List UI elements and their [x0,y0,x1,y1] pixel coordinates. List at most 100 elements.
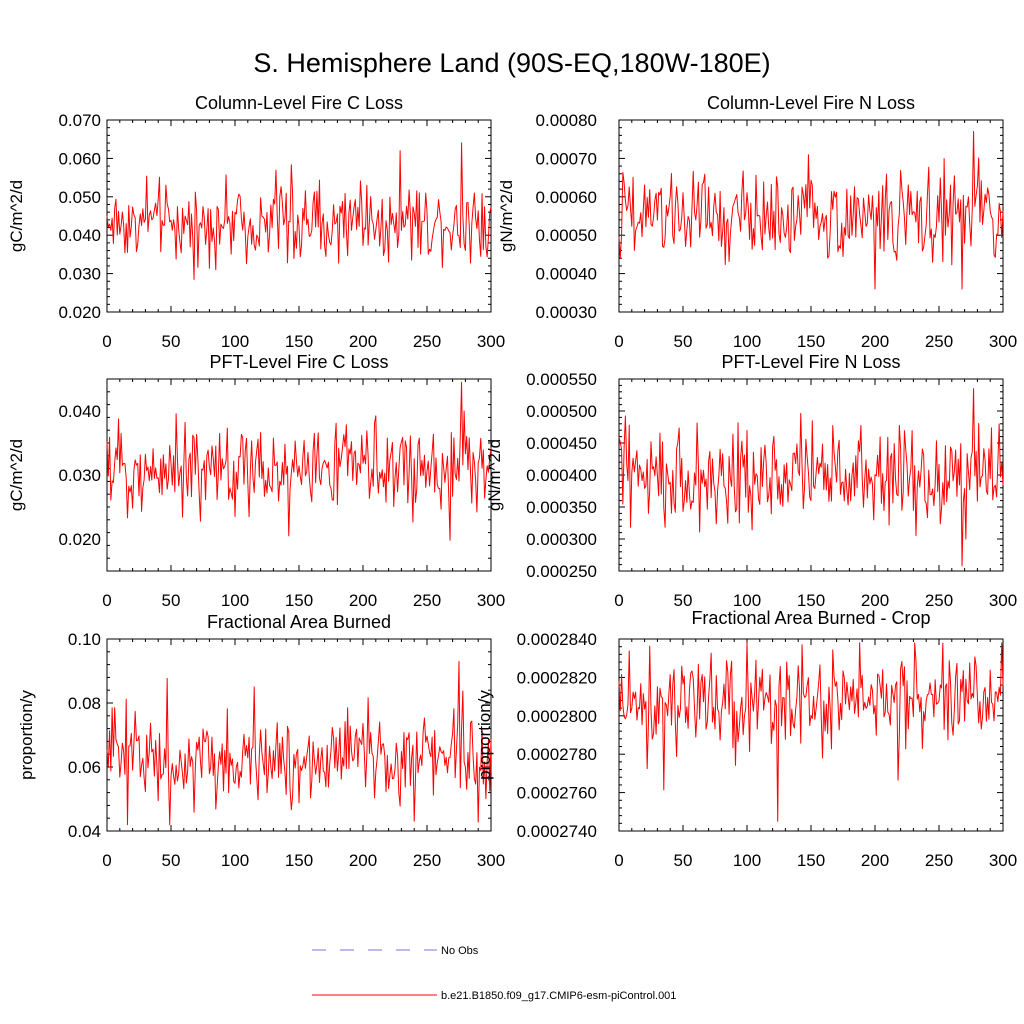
y-tick-label: 0.0002760 [517,784,597,803]
legend: No Obs b.e21.B1850.f09_g17.CMIP6-esm-piC… [312,945,676,1002]
y-axis-label: gN/m^2/d [485,439,504,511]
x-tick-label: 250 [413,591,441,610]
series-line [106,381,492,541]
x-tick-label: 300 [989,851,1017,870]
y-tick-label: 0.0002800 [517,707,597,726]
x-tick-label: 200 [861,851,889,870]
y-axis-label: gC/m^2/d [7,439,26,511]
y-tick-label: 0.050 [58,188,101,207]
x-tick-label: 300 [989,332,1017,351]
y-tick-label: 0.030 [58,466,101,485]
x-tick-label: 300 [989,591,1017,610]
y-tick-label: 0.00040 [536,265,597,284]
y-tick-label: 0.06 [68,758,101,777]
x-tick-label: 250 [925,851,953,870]
chart-panel-6: Fractional Area Burned - Crop proportion/… [475,608,1017,870]
y-tick-label: 0.00030 [536,303,597,322]
x-tick-label: 200 [349,591,377,610]
panel-title: Fractional Area Burned - Crop [691,608,930,628]
chart-panel-1: Column-Level Fire C Loss gC/m^2/d 0 50 100 15… [7,93,505,351]
y-axis-label: gN/m^2/d [497,180,516,252]
y-tick-label: 0.04 [68,822,101,841]
x-tick-label: 300 [477,332,505,351]
panel-title: Column-Level Fire N Loss [707,93,915,113]
x-tick-label: 150 [285,591,313,610]
panel-title: PFT-Level Fire N Loss [721,352,900,372]
y-tick-label: 0.00080 [536,111,597,130]
y-tick-label: 0.0002840 [517,630,597,649]
chart-panel-4: PFT-Level Fire N Loss gN/m^2/d 0 50 100 150 20… [485,352,1017,610]
x-tick-label: 200 [861,591,889,610]
y-axis-label: proportion/y [17,690,36,780]
x-tick-label: 150 [797,851,825,870]
x-tick-label: 0 [614,851,623,870]
x-tick-label: 0 [102,332,111,351]
x-tick-label: 150 [797,591,825,610]
panel-title: Fractional Area Burned [207,612,391,632]
y-tick-label: 0.08 [68,694,101,713]
x-tick-label: 150 [285,332,313,351]
x-tick-label: 0 [102,591,111,610]
series-line [618,642,1004,822]
y-tick-label: 0.0002740 [517,822,597,841]
legend-no-obs-label: No Obs [441,945,479,957]
x-tick-label: 50 [162,591,181,610]
chart-panel-5: Fractional Area Burned proportion/y 0 50 100… [17,612,505,870]
x-tick-label: 250 [925,332,953,351]
y-tick-label: 0.000350 [526,498,597,517]
plot-frame [618,638,1004,832]
chart-panel-2: Column-Level Fire N Loss gN/m^2/d 0 50 100 15… [497,93,1017,351]
y-tick-label: 0.060 [58,149,101,168]
x-tick-label: 0 [614,332,623,351]
x-tick-label: 100 [221,591,249,610]
series-line [106,142,492,280]
y-tick-label: 0.00060 [536,188,597,207]
panel-title: PFT-Level Fire C Loss [209,352,388,372]
x-tick-label: 150 [285,851,313,870]
chart-panel-3: PFT-Level Fire C Loss gC/m^2/d 0 50 100 150 20… [7,352,505,610]
y-tick-label: 0.020 [58,303,101,322]
y-tick-label: 0.10 [68,630,101,649]
panels: Column-Level Fire C Loss gC/m^2/d 0 50 100 15… [7,93,1017,870]
y-tick-label: 0.000500 [526,402,597,421]
y-axis-label: proportion/y [475,690,494,780]
x-tick-label: 100 [733,591,761,610]
x-tick-label: 50 [674,851,693,870]
y-tick-label: 0.000450 [526,434,597,453]
x-tick-label: 250 [413,332,441,351]
x-tick-label: 50 [674,591,693,610]
x-tick-label: 100 [733,332,761,351]
x-tick-label: 0 [614,591,623,610]
series-line [618,388,1004,567]
x-tick-label: 150 [797,332,825,351]
panel-title: Column-Level Fire C Loss [195,93,403,113]
x-tick-label: 100 [733,851,761,870]
y-tick-label: 0.000400 [526,466,597,485]
y-tick-label: 0.070 [58,111,101,130]
y-tick-label: 0.000250 [526,562,597,581]
legend-model-label: b.e21.B1850.f09_g17.CMIP6-esm-piControl.… [441,990,676,1002]
x-tick-label: 250 [925,591,953,610]
y-tick-label: 0.040 [58,402,101,421]
x-tick-label: 200 [349,332,377,351]
x-tick-label: 100 [221,332,249,351]
x-tick-label: 200 [349,851,377,870]
x-tick-label: 300 [477,591,505,610]
x-tick-label: 300 [477,851,505,870]
series-line [618,131,1004,290]
y-tick-label: 0.0002780 [517,745,597,764]
x-tick-label: 50 [162,851,181,870]
y-axis-label: gC/m^2/d [7,180,26,252]
y-tick-label: 0.000300 [526,530,597,549]
y-tick-label: 0.030 [58,265,101,284]
x-tick-label: 0 [102,851,111,870]
y-tick-label: 0.00070 [536,149,597,168]
y-tick-label: 0.040 [58,226,101,245]
y-tick-label: 0.0002820 [517,668,597,687]
x-tick-label: 250 [413,851,441,870]
y-tick-label: 0.000550 [526,370,597,389]
x-tick-label: 200 [861,332,889,351]
x-tick-label: 50 [162,332,181,351]
figure-title: S. Hemisphere Land (90S-EQ,180W-180E) [253,48,770,78]
